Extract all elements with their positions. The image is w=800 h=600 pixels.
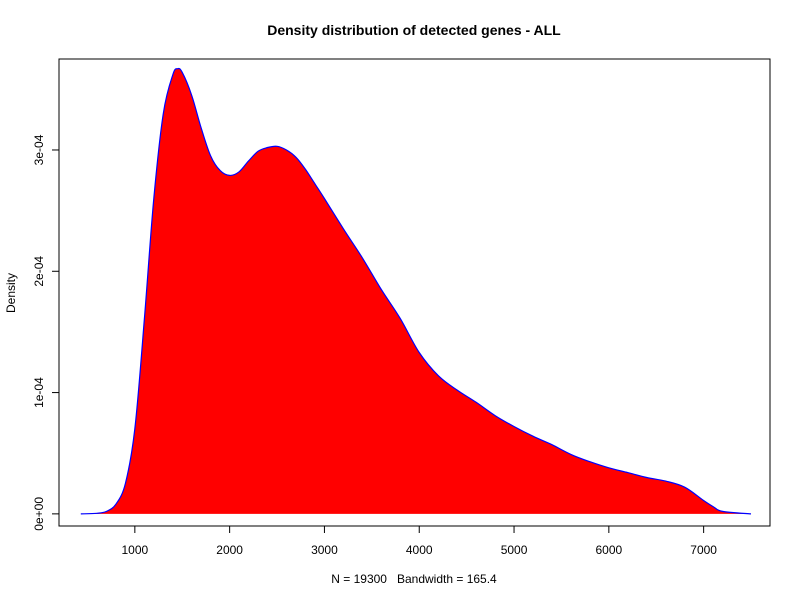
x-axis: 1000 2000 3000 4000 5000 6000 7000 [121, 525, 717, 557]
y-tick-label: 2e-04 [32, 256, 46, 287]
y-tick-label: 3e-04 [32, 134, 46, 165]
x-tick-label: 3000 [311, 543, 338, 557]
density-line [80, 67, 752, 515]
density-fill [80, 68, 752, 514]
plot-area [80, 67, 752, 515]
y-axis: 0e+00 1e-04 2e-04 3e-04 [32, 134, 60, 531]
chart-title: Density distribution of detected genes -… [267, 22, 561, 38]
x-tick-label: 1000 [121, 543, 148, 557]
x-tick-label: 6000 [595, 543, 622, 557]
x-tick-label: 7000 [690, 543, 717, 557]
y-tick-label: 1e-04 [32, 377, 46, 408]
y-axis-label: Density [4, 273, 18, 313]
x-axis-label: N = 19300 Bandwidth = 165.4 [331, 572, 497, 586]
x-tick-label: 5000 [501, 543, 528, 557]
y-tick-label: 0e+00 [32, 497, 46, 531]
x-tick-label: 2000 [216, 543, 243, 557]
x-tick-label: 4000 [406, 543, 433, 557]
